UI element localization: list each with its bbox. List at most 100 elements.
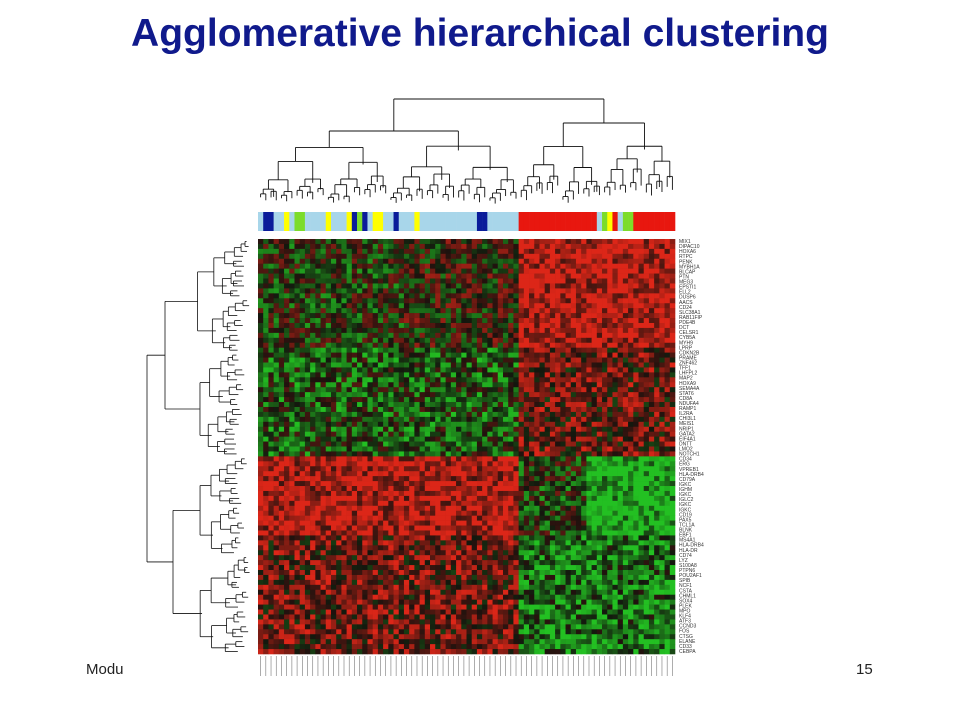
heatmap-cell	[377, 416, 384, 423]
heatmap-cell	[544, 313, 551, 319]
heatmap-cell	[388, 372, 394, 378]
heatmap-cell	[362, 500, 368, 507]
heatmap-cell	[377, 278, 384, 284]
heatmap-cell	[336, 239, 342, 245]
heatmap-cell	[398, 283, 405, 289]
heatmap-cell	[544, 476, 551, 482]
heatmap-cell	[388, 357, 394, 363]
heatmap-cell	[414, 505, 420, 512]
heatmap-cell	[529, 278, 535, 284]
heatmap-cell	[315, 342, 321, 348]
heatmap-cell	[648, 308, 655, 314]
heatmap-cell	[273, 421, 280, 428]
heatmap-cell	[351, 327, 358, 334]
heatmap-cell	[461, 239, 467, 245]
heatmap-cell	[325, 293, 332, 299]
heatmap-cell	[268, 278, 274, 284]
heatmap-cell	[518, 402, 525, 408]
heatmap-cell	[320, 318, 327, 324]
heatmap-cell	[581, 288, 587, 294]
heatmap-cell	[403, 476, 410, 482]
heatmap-cell	[419, 288, 426, 294]
heatmap-cell	[523, 441, 530, 447]
heatmap-cell	[529, 406, 535, 413]
heatmap-cell	[315, 298, 321, 304]
heatmap-cell	[440, 278, 446, 284]
heatmap-cell	[555, 322, 561, 329]
heatmap-cell	[393, 495, 400, 502]
heatmap-cell	[294, 372, 300, 378]
heatmap-cell	[575, 322, 582, 329]
heatmap-cell	[357, 406, 363, 413]
heatmap-cell	[570, 258, 577, 264]
heatmap-cell	[633, 239, 639, 245]
heatmap-cell	[403, 293, 410, 299]
heatmap-cell	[633, 382, 639, 388]
heatmap-cell	[315, 288, 321, 294]
heatmap-cell	[549, 332, 556, 339]
heatmap-cell	[502, 303, 509, 309]
heatmap-cell	[471, 451, 478, 457]
heatmap-cell	[534, 436, 540, 442]
heatmap-cell	[372, 278, 379, 284]
heatmap-cell	[440, 268, 446, 274]
heatmap-cell	[476, 322, 483, 329]
heatmap-cell	[278, 431, 285, 437]
heatmap-cell	[628, 392, 634, 398]
heatmap-cell	[581, 263, 587, 269]
heatmap-cell	[320, 293, 327, 299]
heatmap-cell	[419, 308, 426, 314]
heatmap-cell	[377, 273, 384, 279]
heatmap-cell	[648, 466, 655, 472]
heatmap-cell	[529, 372, 535, 378]
heatmap-cell	[664, 239, 671, 245]
heatmap-cell	[450, 283, 457, 289]
heatmap-cell	[586, 461, 592, 467]
heatmap-cell	[414, 337, 420, 344]
heatmap-cell	[596, 293, 603, 299]
heatmap-cell	[508, 298, 514, 304]
heatmap-cell	[383, 318, 389, 324]
heatmap-cell	[555, 436, 561, 442]
heatmap-cell	[445, 481, 452, 487]
heatmap-cell	[664, 397, 671, 403]
heatmap-cell	[325, 283, 332, 289]
heatmap-cell	[299, 298, 306, 304]
heatmap-cell	[278, 367, 285, 373]
heatmap-cell	[367, 392, 373, 398]
heatmap-cell	[648, 248, 655, 255]
heatmap-cell	[304, 505, 311, 512]
heatmap-cell	[565, 481, 572, 487]
heatmap-cell	[523, 431, 530, 437]
heatmap-cell	[367, 490, 373, 497]
heatmap-cell	[357, 402, 363, 408]
sample-class-cell	[315, 212, 321, 231]
heatmap-cell	[518, 481, 525, 487]
heatmap-cell	[529, 347, 535, 353]
heatmap-cell	[336, 352, 342, 358]
heatmap-cell	[669, 441, 676, 447]
heatmap-cell	[325, 486, 332, 492]
heatmap-cell	[497, 263, 504, 269]
heatmap-cell	[284, 313, 290, 319]
heatmap-cell	[575, 352, 582, 358]
heatmap-cell	[518, 347, 525, 353]
heatmap-cell	[284, 308, 290, 314]
heatmap-cell	[513, 337, 519, 344]
heatmap-cell	[487, 377, 493, 383]
heatmap-cell	[549, 293, 556, 299]
heatmap-cell	[492, 451, 499, 457]
heatmap-cell	[570, 337, 577, 344]
heatmap-cell	[518, 471, 525, 477]
heatmap-cell	[315, 436, 321, 442]
heatmap-cell	[633, 278, 639, 284]
heatmap-cell	[659, 322, 665, 329]
heatmap-cell	[377, 352, 384, 358]
heatmap-cell	[341, 253, 347, 260]
heatmap-cell	[346, 273, 353, 279]
sample-class-cell	[492, 212, 499, 231]
heatmap-cell	[284, 273, 290, 279]
heatmap-cell	[555, 387, 561, 393]
heatmap-cell	[492, 490, 499, 497]
heatmap-cell	[325, 411, 332, 418]
